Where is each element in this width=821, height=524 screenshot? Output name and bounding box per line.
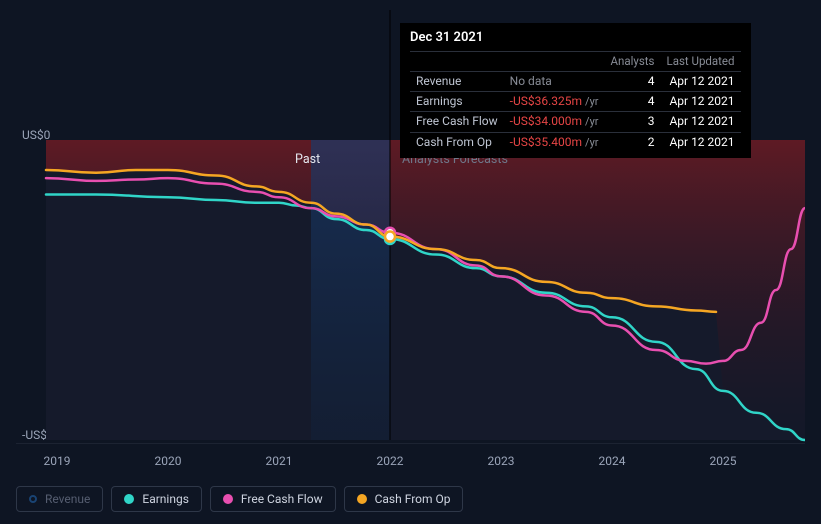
legend-marker-icon (357, 494, 367, 504)
x-tick-label: 2024 (599, 454, 626, 468)
legend: Revenue Earnings Free Cash Flow Cash From O… (16, 486, 463, 512)
x-tick-label: 2023 (488, 454, 515, 468)
legend-item-label: Free Cash Flow (241, 492, 323, 506)
x-tick-label: 2021 (266, 454, 293, 468)
past-label: Past (295, 152, 320, 167)
tooltip-row: Free Cash Flow-US$34.000m /yr3Apr 12 202… (410, 112, 741, 132)
legend-item-revenue[interactable]: Revenue (16, 486, 103, 512)
x-tick-label: 2019 (44, 454, 71, 468)
legend-item-label: Earnings (142, 492, 189, 506)
chart-container: US$0 -US$110m Past Analysts Forecasts 20… (16, 10, 805, 470)
legend-item-label: Cash From Op (375, 492, 451, 506)
x-tick-label: 2022 (377, 454, 404, 468)
tooltip-date: Dec 31 2021 (410, 29, 741, 48)
x-tick-label: 2025 (710, 454, 737, 468)
legend-item-earnings[interactable]: Earnings (111, 486, 202, 512)
tooltip-row: Cash From Op-US$35.400m /yr2Apr 12 2021 (410, 132, 741, 152)
tooltip-row: Earnings-US$36.325m /yr4Apr 12 2021 (410, 91, 741, 111)
legend-item-free-cash-flow[interactable]: Free Cash Flow (210, 486, 336, 512)
legend-marker-icon (29, 495, 37, 503)
legend-marker-icon (124, 494, 134, 504)
legend-item-cash-from-op[interactable]: Cash From Op (344, 486, 464, 512)
x-tick-label: 2020 (155, 454, 182, 468)
legend-marker-icon (223, 494, 233, 504)
tooltip-row: RevenueNo data4Apr 12 2021 (410, 71, 741, 91)
tooltip-table: AnalystsLast Updated RevenueNo data4Apr … (410, 51, 741, 152)
legend-item-label: Revenue (45, 492, 90, 506)
hover-tooltip: Dec 31 2021 AnalystsLast Updated Revenue… (400, 23, 751, 158)
